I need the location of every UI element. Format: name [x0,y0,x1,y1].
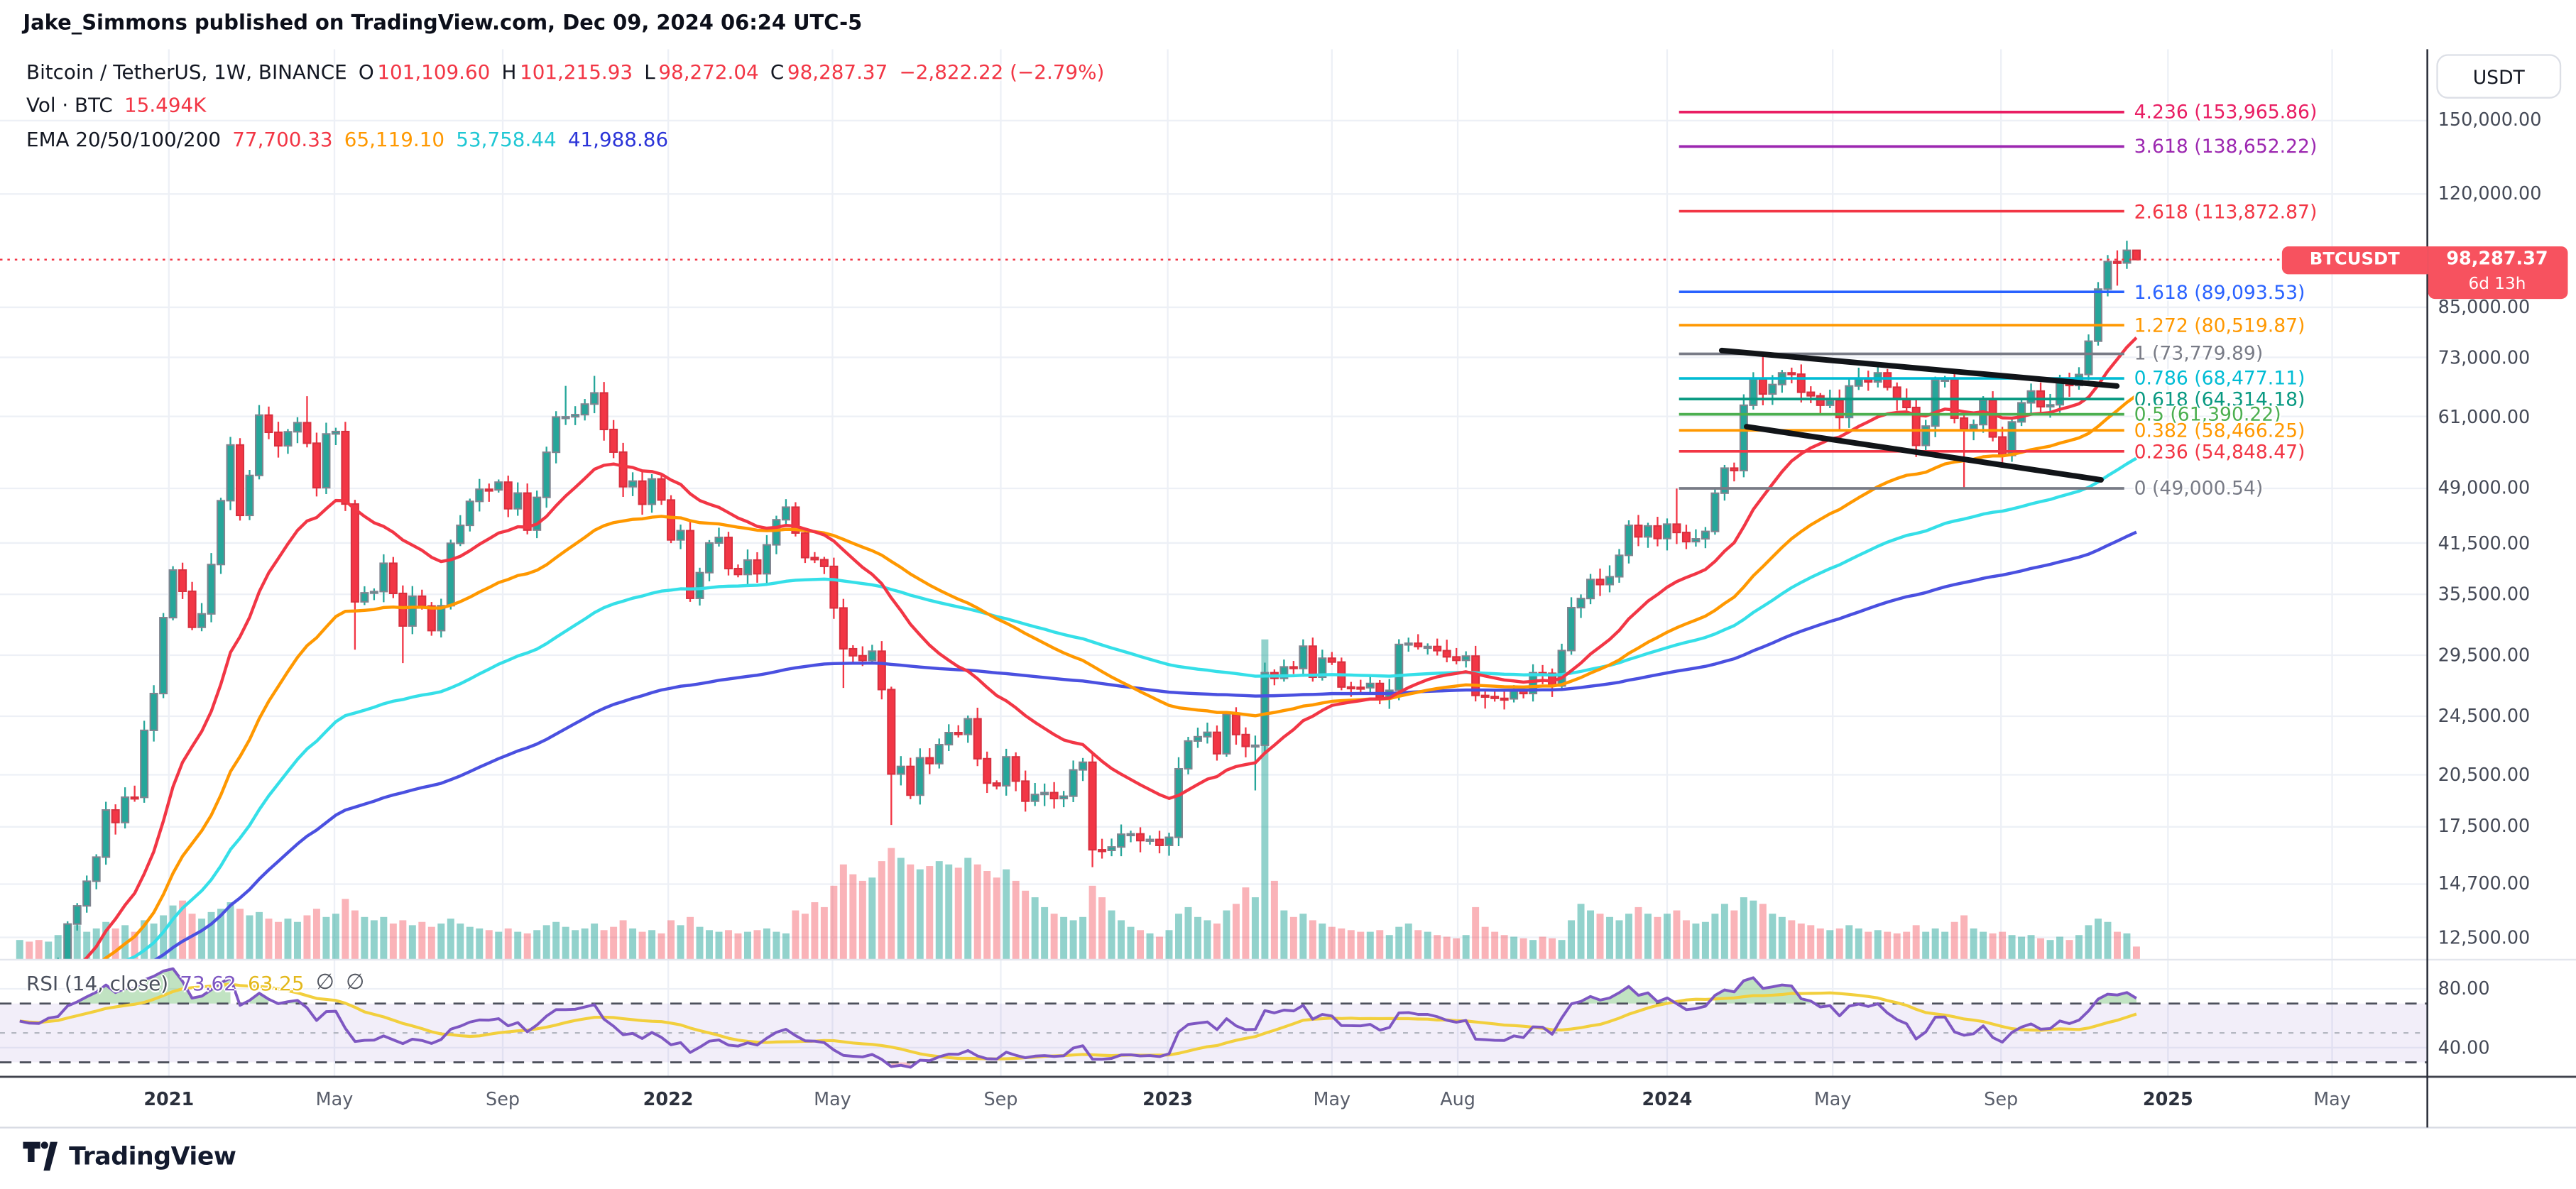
price-tick: 150,000.00 [2438,109,2542,131]
fib-extension-lines[interactable] [1679,111,2124,490]
volume-legend[interactable]: Vol · BTC 15.494K [26,94,206,116]
trendline[interactable] [1743,424,2104,483]
volume-label: Vol · BTC [26,93,113,117]
ema200-value: 41,988.86 [567,128,669,151]
price-tick: 61,000.00 [2438,405,2531,427]
current-price-badge[interactable]: BTCUSDT 98,287.37 6d 13h [2281,246,2567,299]
trendline[interactable] [1718,347,2120,389]
currency-button[interactable]: USDT [2436,54,2562,99]
fib-label-4.236[interactable]: 4.236 (153,965.86) [2134,100,2318,124]
price-tick: 49,000.00 [2438,477,2531,500]
ema-legend[interactable]: EMA 20/50/100/200 77,700.33 65,119.10 53… [26,128,668,150]
high-readout: H 101,215.93 [501,60,633,84]
fib-label-1[interactable]: 1 (73,779.89) [2134,342,2264,366]
open-readout: O 101,109.60 [358,60,491,84]
fib-label-0[interactable]: 0 (49,000.54) [2134,476,2264,500]
time-label-2022: 2022 [643,1089,694,1111]
badge-symbol: BTCUSDT [2281,246,2428,274]
fib-label-0.382[interactable]: 0.382 (58,466.25) [2134,419,2305,442]
price-tick: 14,700.00 [2438,873,2531,895]
symbol-legend[interactable]: Bitcoin / TetherUS, 1W, BINANCE O 101,109… [26,61,1104,84]
rsi-ma-value: 63.25 [248,971,305,995]
price-tick: 120,000.00 [2438,183,2542,205]
ema20-value: 77,700.33 [232,128,333,151]
rsi-legend[interactable]: RSI (14, close) 73.62 63.25 ∅ ∅ [26,970,364,995]
time-label-2025: 2025 [2142,1089,2193,1111]
low-readout: L 98,272.04 [644,60,759,84]
rsi-empty-icon: ∅ [346,970,365,996]
price-tick: 17,500.00 [2438,816,2531,838]
fib-label-1.618[interactable]: 1.618 (89,093.53) [2134,280,2305,304]
ema50-value: 65,119.10 [344,128,445,151]
time-label-2021: 2021 [143,1089,195,1111]
fib-label-0.5[interactable]: 0.5 (61,390.22) [2134,402,2281,426]
time-label-May: May [1813,1089,1852,1111]
fib-label-0.618[interactable]: 0.618 (64,314.18) [2134,387,2305,411]
rsi-value: 73.62 [180,971,236,995]
time-label-Aug: Aug [1440,1089,1475,1111]
time-label-Sep: Sep [983,1089,1018,1111]
rsi-empty-icon: ∅ [315,970,334,996]
badge-countdown: 6d 13h [2468,275,2526,294]
price-tick: 20,500.00 [2438,764,2531,786]
time-label-Sep: Sep [1984,1089,2019,1111]
change-readout: −2,822.22 (−2.79%) [899,60,1105,84]
ema-label: EMA 20/50/100/200 [26,128,222,151]
rsi-label: RSI (14, close) [26,971,169,995]
fib-label-2.618[interactable]: 2.618 (113,872.87) [2134,199,2318,223]
footer: TradingView [23,1141,236,1171]
fib-label-0.236[interactable]: 0.236 (54,848.47) [2134,439,2305,463]
symbol-title[interactable]: Bitcoin / TetherUS, 1W, BINANCE [26,60,347,84]
rsi-pane [0,967,2428,1069]
price-tick: 24,500.00 [2438,705,2531,728]
volume-value: 15.494K [124,93,207,117]
fib-label-1.272[interactable]: 1.272 (80,519.87) [2134,313,2305,337]
close-readout: C 98,287.37 [770,60,888,84]
time-label-Sep: Sep [486,1089,520,1111]
tradingview-logo-icon [23,1141,58,1171]
fib-label-0.786[interactable]: 0.786 (68,477.11) [2134,366,2305,390]
time-label-May: May [1313,1089,1351,1111]
ema100-value: 53,758.44 [456,128,557,151]
price-tick: 29,500.00 [2438,644,2531,666]
time-label-May: May [2313,1089,2351,1111]
time-label-2024: 2024 [1642,1089,1693,1111]
price-tick: 85,000.00 [2438,296,2531,318]
price-tick: 73,000.00 [2438,346,2531,368]
time-label-May: May [814,1089,851,1111]
badge-price: 98,287.37 [2446,248,2548,270]
price-tick: 41,500.00 [2438,532,2531,554]
fib-label-3.618[interactable]: 3.618 (138,652.22) [2134,135,2318,158]
rsi-tick: 80.00 [2438,977,2490,1000]
rsi-tick: 40.00 [2438,1036,2490,1058]
price-tick: 35,500.00 [2438,583,2531,606]
time-label-2023: 2023 [1142,1089,1194,1111]
time-label-May: May [315,1089,354,1111]
brand-name: TradingView [69,1141,236,1171]
published-note: Jake_Simmons published on TradingView.co… [23,9,863,35]
candles [57,241,2141,960]
price-tick: 12,500.00 [2438,926,2531,948]
